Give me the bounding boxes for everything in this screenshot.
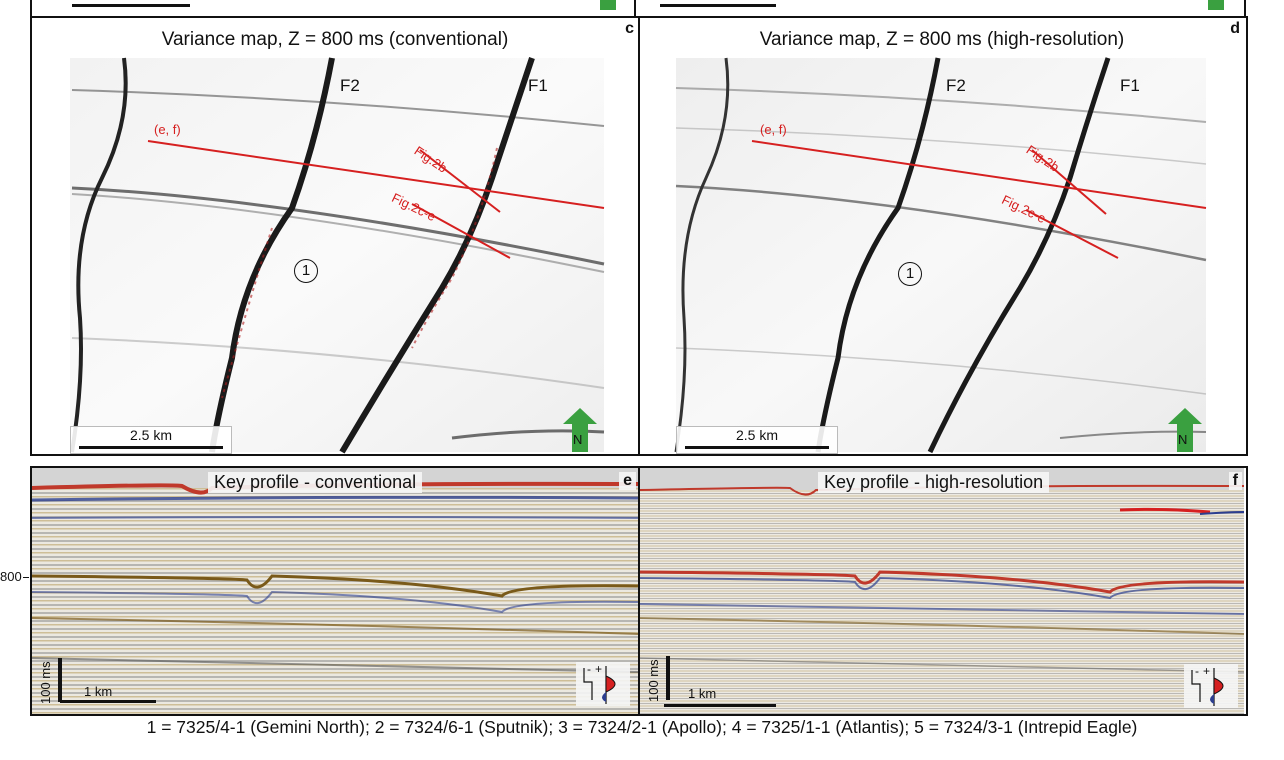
top-left-panel-remnant	[30, 0, 636, 18]
horizontal-scale-label: 1 km	[84, 684, 113, 699]
polarity-wavelet-icon	[583, 666, 616, 704]
location-marker-1: 1	[294, 259, 318, 283]
line-label-ef: (e, f)	[154, 122, 181, 137]
variance-map-d	[674, 57, 1207, 454]
fault-label-f2: F2	[340, 76, 360, 95]
panel-f-title: Key profile - high-resolution	[818, 472, 1050, 493]
north-label: N	[1178, 432, 1188, 447]
variance-map-c	[70, 57, 605, 454]
vertical-scale-bar	[58, 658, 62, 702]
panel-c-variance-conventional: Variance map, Z = 800 ms (conventional) …	[32, 18, 638, 454]
polarity-legend: - +	[576, 662, 630, 706]
panel-e-title: Key profile - conventional	[208, 472, 423, 493]
polarity-plus: +	[1203, 664, 1211, 678]
scale-bar: 2.5 km	[70, 426, 232, 454]
horizontal-scale-bar	[60, 700, 156, 703]
panel-e-label: e	[619, 472, 636, 490]
polarity-wavelet-icon	[1191, 668, 1224, 706]
panel-f-profile-highres: Key profile - high-resolution f 100 ms 1…	[640, 468, 1244, 714]
panel-e-profile-conventional: Key profile - conventional e 100 ms 1 km…	[32, 468, 638, 714]
depth-tick-mark	[22, 576, 29, 579]
north-arrow-icon	[1168, 408, 1202, 452]
vertical-scale-label: 100 ms	[38, 661, 53, 704]
vertical-scale-bar	[666, 656, 670, 700]
north-label: N	[573, 432, 583, 447]
polarity-legend: - +	[1184, 664, 1238, 708]
panel-c-label: c	[625, 20, 634, 37]
fault-label-f1: F1	[528, 76, 548, 95]
scale-bar-remnant	[72, 4, 190, 7]
seismic-section-e	[32, 468, 638, 714]
north-arrow-icon	[563, 408, 597, 452]
panel-f-label: f	[1228, 472, 1242, 490]
polarity-plus: +	[595, 662, 603, 676]
horizontal-scale-label: 1 km	[688, 686, 717, 701]
north-arrow-remnant	[1208, 0, 1224, 10]
panel-c-title: Variance map, Z = 800 ms (conventional)	[161, 29, 509, 50]
polarity-minus: -	[587, 662, 591, 676]
scale-bar-label: 2.5 km	[129, 427, 172, 443]
location-marker-1: 1	[898, 262, 922, 286]
horizontal-scale-bar	[664, 704, 776, 707]
depth-tick-value: 800	[0, 569, 22, 584]
top-right-panel-remnant	[638, 0, 1246, 18]
panel-d-variance-highres: Variance map, Z = 800 ms (high-resolutio…	[640, 18, 1244, 454]
seismic-section-f	[640, 468, 1244, 714]
scale-bar-label: 2.5 km	[735, 427, 778, 443]
top-strip	[30, 0, 1246, 18]
scale-bar: 2.5 km	[676, 426, 838, 454]
scale-bar-line	[79, 446, 223, 449]
vertical-scale-label: 100 ms	[646, 659, 661, 702]
figure-caption: 1 = 7325/4-1 (Gemini North); 2 = 7324/6-…	[146, 717, 1138, 737]
panel-d-label: d	[1230, 20, 1240, 37]
scale-bar-remnant	[660, 4, 776, 7]
panel-d-title: Variance map, Z = 800 ms (high-resolutio…	[759, 29, 1125, 50]
depth-tick-label: 800	[0, 569, 29, 584]
north-arrow-remnant	[600, 0, 616, 10]
line-label-ef: (e, f)	[760, 122, 787, 137]
fault-label-f1: F1	[1120, 76, 1140, 95]
fault-label-f2: F2	[946, 76, 966, 95]
scale-bar-line	[685, 446, 829, 449]
polarity-minus: -	[1195, 664, 1199, 678]
